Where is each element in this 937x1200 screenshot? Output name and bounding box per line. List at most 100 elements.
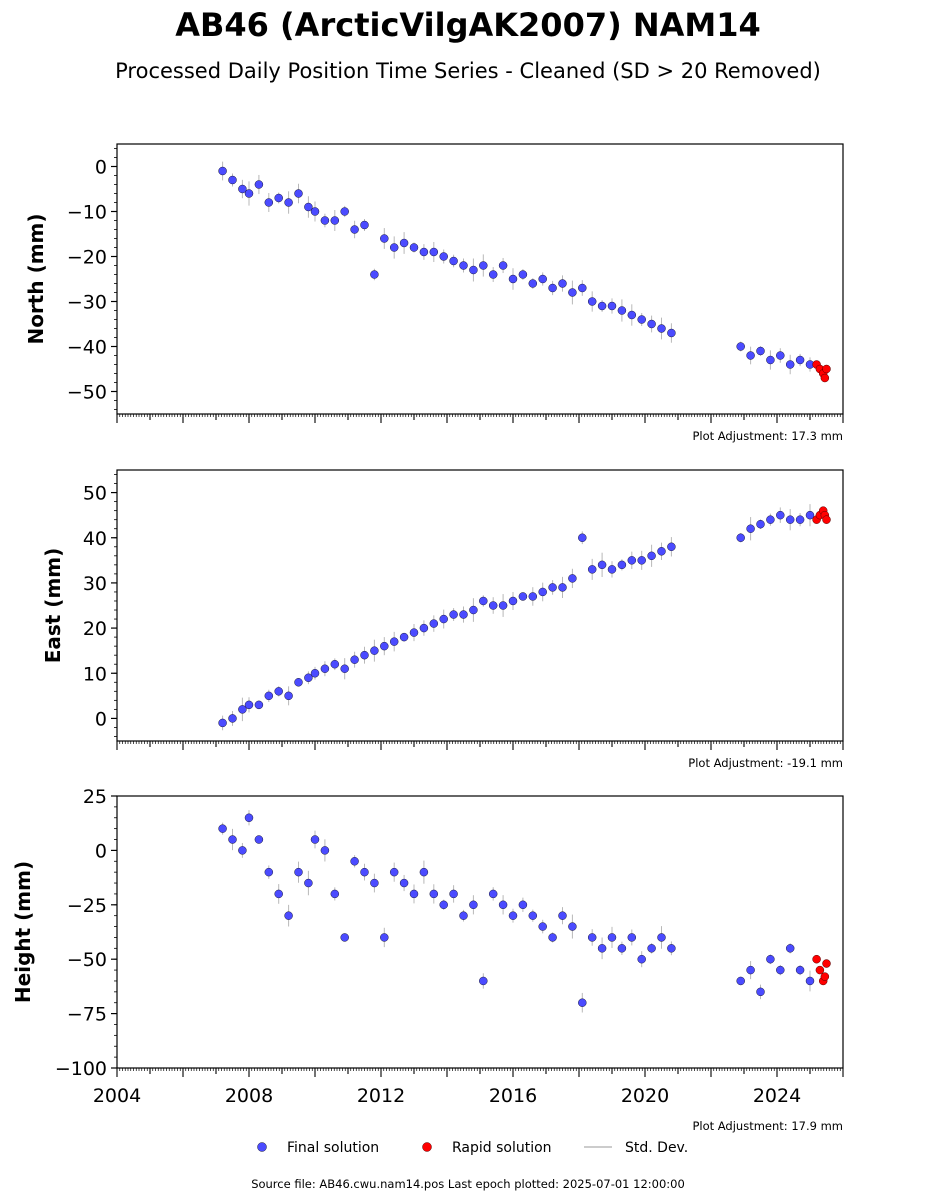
final-point xyxy=(578,533,587,542)
final-point xyxy=(228,835,237,844)
final-point xyxy=(647,944,656,953)
final-point xyxy=(294,189,303,198)
final-point xyxy=(459,911,468,920)
rapid-point xyxy=(822,515,831,524)
legend-label-rapid: Rapid solution xyxy=(452,1140,552,1156)
panel-east: 0 10 20 30 40 50 East (mm) Plot Adjustment: -19… xyxy=(41,469,844,770)
y-tick-label: −50 xyxy=(67,949,107,971)
y-tick-label: −50 xyxy=(67,382,107,404)
final-point xyxy=(320,846,330,855)
rapid-point xyxy=(822,364,831,374)
final-point xyxy=(785,515,795,524)
final-point xyxy=(469,900,478,910)
final-point xyxy=(795,355,805,365)
final-point xyxy=(218,166,227,176)
final-point xyxy=(647,551,656,561)
final-point xyxy=(380,234,389,243)
rapid-point xyxy=(822,959,831,968)
final-point xyxy=(548,933,557,942)
final-point xyxy=(578,998,587,1007)
final-point xyxy=(756,346,765,356)
final-point xyxy=(736,976,745,986)
final-point xyxy=(657,324,666,333)
panel-north: 0 −10 −20 −30 −40 −50 North (mm) Plot Adjustmen… xyxy=(24,143,844,443)
rapid-point xyxy=(820,373,830,383)
figure-subtitle: Processed Daily Position Time Series - C… xyxy=(115,59,821,83)
legend-label-stddev: Std. Dev. xyxy=(625,1140,688,1156)
final-point xyxy=(399,632,409,642)
final-point xyxy=(274,687,283,696)
final-points-height xyxy=(218,813,815,1007)
final-point xyxy=(795,965,805,975)
panel-height: 25 0 −25 −50 −75 −100 2004 2008 2012 2016 2020 2024… xyxy=(11,786,844,1133)
final-point xyxy=(439,900,448,910)
final-point xyxy=(538,274,547,284)
final-point xyxy=(370,646,379,655)
y-tick-label: −75 xyxy=(67,1004,107,1026)
final-point xyxy=(340,664,349,673)
y-tick-label: 25 xyxy=(83,786,107,808)
legend-label-final: Final solution xyxy=(287,1140,379,1156)
final-point xyxy=(587,565,597,574)
final-point xyxy=(785,944,795,953)
rapid-points-north xyxy=(812,360,831,383)
final-point xyxy=(320,216,330,225)
y-tick-label: −30 xyxy=(67,292,107,314)
y-tick-label: 40 xyxy=(83,528,107,550)
final-point xyxy=(479,976,488,986)
final-point xyxy=(350,655,359,664)
final-point xyxy=(488,889,498,899)
final-point xyxy=(766,515,775,524)
axes-frame-height xyxy=(116,795,844,1069)
y-tick-label: 30 xyxy=(83,573,107,595)
final-point xyxy=(508,274,518,284)
final-point xyxy=(568,922,577,931)
final-point xyxy=(254,700,264,710)
final-point xyxy=(518,592,528,601)
y-tick-label: −40 xyxy=(67,337,107,359)
final-point xyxy=(389,867,399,877)
final-point xyxy=(238,705,247,714)
rapid-point xyxy=(812,954,821,964)
final-point xyxy=(244,189,254,198)
final-point xyxy=(380,933,389,942)
final-point xyxy=(419,623,429,633)
final-point xyxy=(805,976,815,986)
final-point xyxy=(459,610,468,619)
final-point xyxy=(380,641,389,651)
final-point xyxy=(776,510,785,520)
final-point xyxy=(597,301,607,311)
y-tick-label: 0 xyxy=(95,157,107,179)
plot-adjustment-label: Plot Adjustment: 17.3 mm xyxy=(692,429,843,443)
final-point xyxy=(617,306,627,315)
y-axis-label: East (mm) xyxy=(41,548,65,664)
final-point xyxy=(449,610,458,619)
final-point xyxy=(284,911,293,920)
final-point xyxy=(360,220,369,230)
final-point xyxy=(508,911,518,920)
final-point xyxy=(776,351,785,360)
final-point xyxy=(568,288,577,297)
final-point xyxy=(330,659,340,669)
final-point xyxy=(637,954,646,964)
final-point xyxy=(607,301,617,311)
final-point xyxy=(578,283,587,293)
final-point xyxy=(667,542,676,552)
final-point xyxy=(488,270,498,279)
final-point xyxy=(587,297,597,306)
final-point xyxy=(409,628,419,637)
final-point xyxy=(330,889,340,899)
final-point xyxy=(498,601,508,610)
final-point xyxy=(429,247,439,257)
final-point xyxy=(538,922,547,931)
final-point xyxy=(498,261,508,270)
stddev-bars-north xyxy=(222,161,811,375)
final-point xyxy=(228,175,237,185)
final-point xyxy=(350,225,359,234)
final-point xyxy=(538,587,547,597)
axes-frame-north xyxy=(116,143,844,415)
plot-adjustment-label: Plot Adjustment: -19.1 mm xyxy=(688,756,843,770)
x-tick-label: 2020 xyxy=(621,1085,669,1107)
final-point xyxy=(746,965,755,975)
final-points-north xyxy=(218,166,815,369)
